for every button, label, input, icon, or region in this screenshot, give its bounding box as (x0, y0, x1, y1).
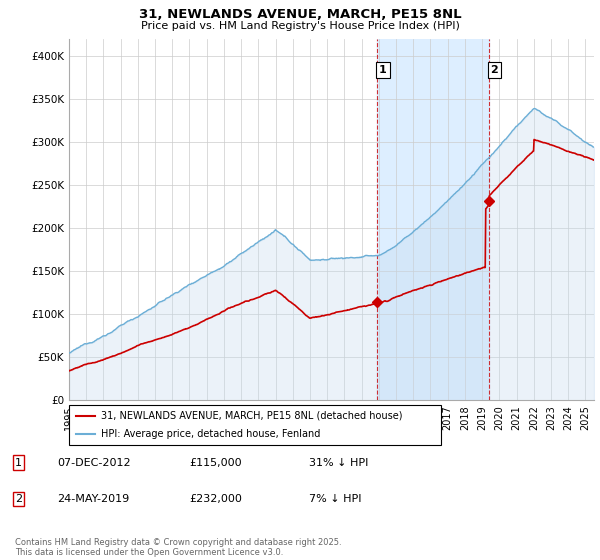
Text: £232,000: £232,000 (189, 494, 242, 504)
Text: 2: 2 (15, 494, 22, 504)
Text: 31% ↓ HPI: 31% ↓ HPI (309, 458, 368, 468)
Text: 31, NEWLANDS AVENUE, MARCH, PE15 8NL: 31, NEWLANDS AVENUE, MARCH, PE15 8NL (139, 8, 461, 21)
Text: 24-MAY-2019: 24-MAY-2019 (57, 494, 129, 504)
Text: 1: 1 (15, 458, 22, 468)
Text: 31, NEWLANDS AVENUE, MARCH, PE15 8NL (detached house): 31, NEWLANDS AVENUE, MARCH, PE15 8NL (de… (101, 411, 402, 421)
Text: Contains HM Land Registry data © Crown copyright and database right 2025.
This d: Contains HM Land Registry data © Crown c… (15, 538, 341, 557)
Text: 7% ↓ HPI: 7% ↓ HPI (309, 494, 361, 504)
Text: 07-DEC-2012: 07-DEC-2012 (57, 458, 131, 468)
Text: HPI: Average price, detached house, Fenland: HPI: Average price, detached house, Fenl… (101, 430, 320, 439)
Text: 2: 2 (491, 65, 498, 75)
Text: Price paid vs. HM Land Registry's House Price Index (HPI): Price paid vs. HM Land Registry's House … (140, 21, 460, 31)
Text: 1: 1 (379, 65, 387, 75)
Bar (377, 39, 489, 400)
Text: £115,000: £115,000 (189, 458, 242, 468)
